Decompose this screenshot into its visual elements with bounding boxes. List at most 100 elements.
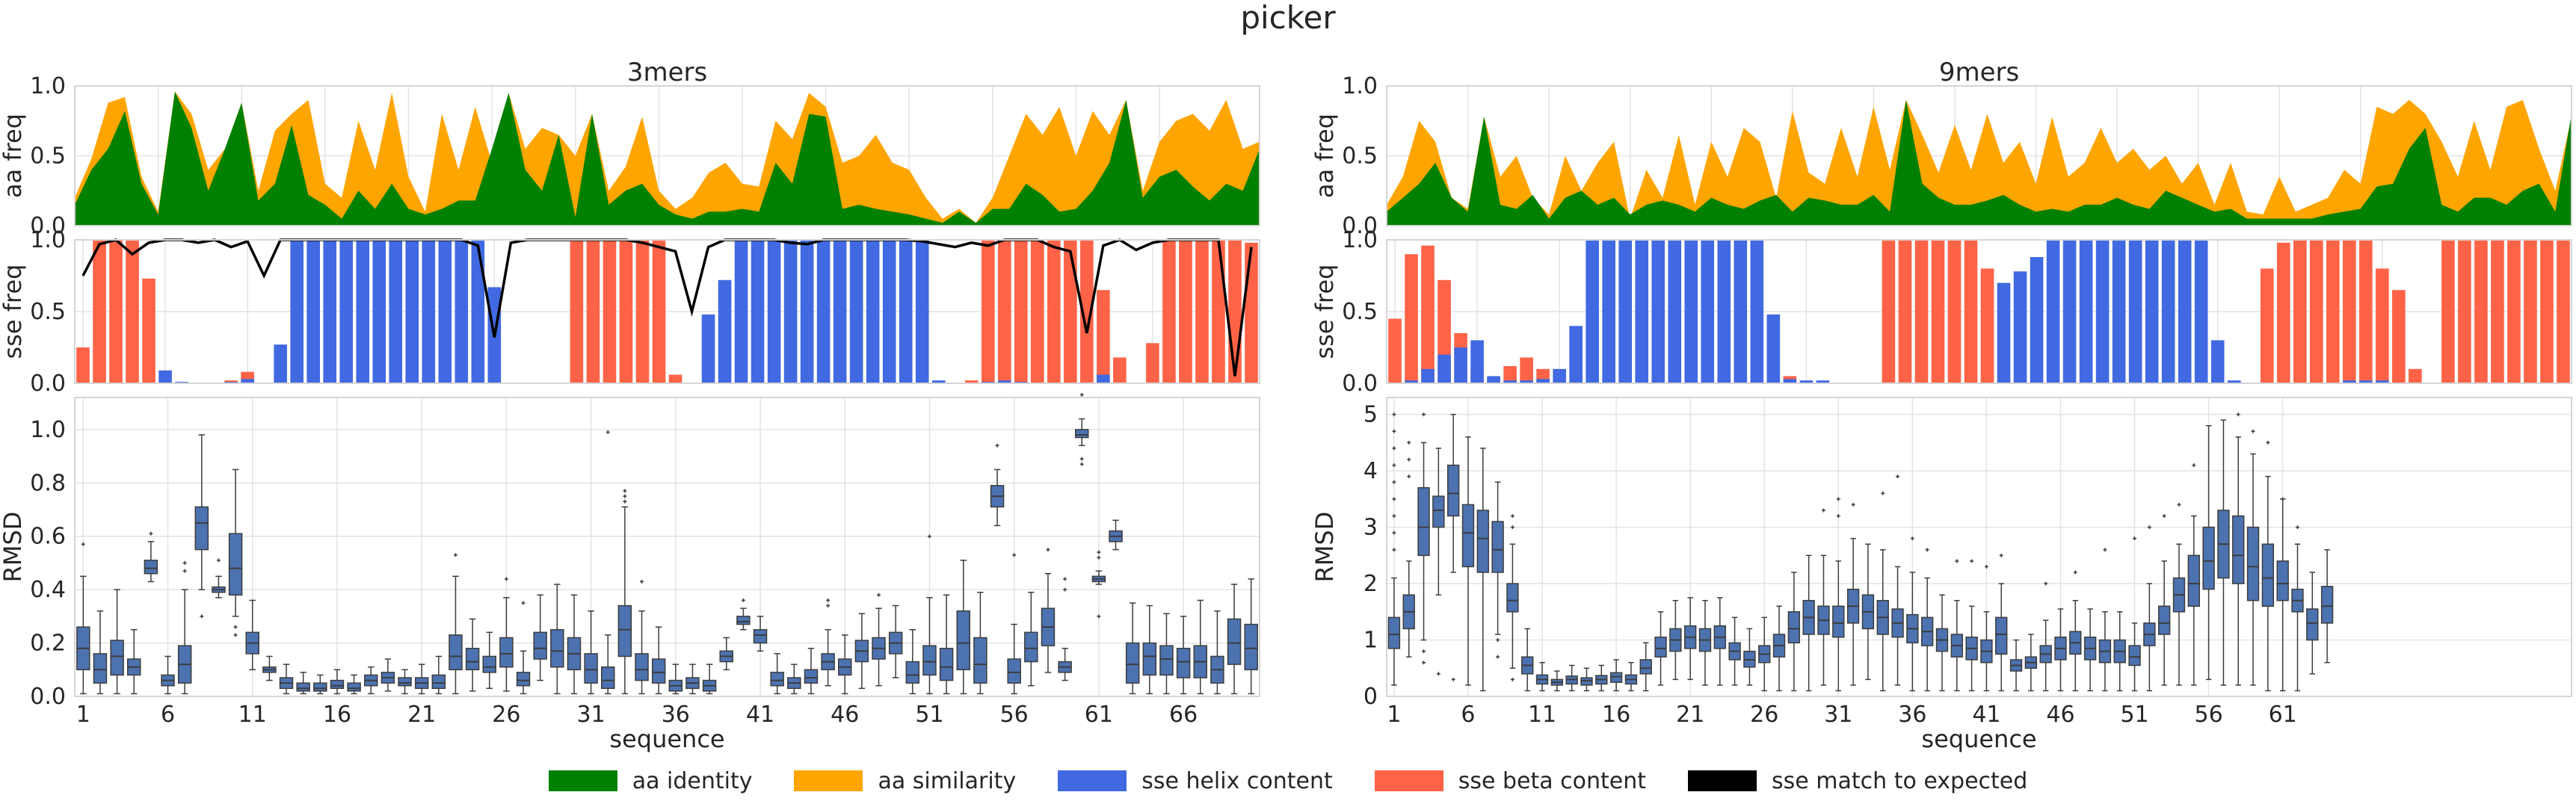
rmsd-box: [1506, 583, 1519, 613]
rmsd-outlier: [149, 531, 153, 536]
legend-label-sse-beta: sse beta content: [1458, 767, 1647, 794]
sse-helix-bar: [2343, 380, 2356, 383]
rmsd-outlier: [2295, 525, 2299, 530]
sse-helix-bar: [2112, 240, 2126, 383]
sse-helix-bar: [1799, 380, 1814, 383]
sse-beta-bar: [2458, 240, 2471, 383]
rmsd-box: [2246, 526, 2260, 601]
sse-helix-bar: [2178, 240, 2192, 383]
aa-similarity-area: [75, 91, 1260, 226]
sse-beta-bar: [2376, 268, 2389, 383]
sse-helix-bar: [2030, 257, 2044, 383]
sse-beta-bar: [1097, 290, 1110, 383]
sse-helix-bar: [899, 240, 913, 383]
sse-beta-bar: [981, 240, 995, 383]
rmsd-ytick-label: 0.8: [30, 470, 66, 496]
rmsd-outlier: [1451, 677, 1455, 681]
rmsd-outlier: [1392, 548, 1396, 552]
sse-beta-bar: [1047, 240, 1061, 383]
rmsd-outlier: [1836, 497, 1840, 501]
figure-title: picker: [1240, 0, 1336, 36]
sse-helix-bar: [1097, 374, 1110, 383]
legend-item-sse-helix: sse helix content: [1058, 768, 1333, 794]
rmsd-ytick-label: 1: [1364, 628, 1378, 654]
sse-helix-bar: [323, 240, 337, 383]
rmsd-xtick-label: 1: [1387, 702, 1401, 728]
sse-beta-bar: [652, 240, 666, 383]
sse-beta-bar: [1898, 240, 1912, 383]
rmsd-box: [2320, 586, 2334, 624]
sse-beta-bar: [1228, 240, 1242, 383]
rmsd-outlier: [1063, 577, 1067, 581]
aa-freq-frame: [1386, 85, 2572, 226]
rmsd-box: [2276, 560, 2289, 601]
rmsd-outlier: [1097, 614, 1101, 619]
rmsd-outlier: [233, 625, 238, 629]
sse-helix-bar: [1766, 314, 1781, 383]
sse-helix-bar: [882, 240, 896, 383]
aa-freq-axes: 0.0 0.5 1.0aa freq: [0, 73, 1260, 239]
sse-helix-bar: [274, 344, 287, 383]
aa-freq-ytick-label: 0.5: [1342, 143, 1378, 170]
rmsd-outlier: [2103, 548, 2107, 552]
rmsd-xtick-label: 21: [407, 702, 436, 728]
sse-helix-bar: [389, 240, 403, 383]
sse-freq-ytick-label: 0.0: [30, 371, 66, 397]
sse-beta-bar: [570, 240, 584, 383]
sse-helix-bar: [1816, 380, 1830, 383]
rmsd-outlier: [1392, 513, 1396, 518]
sse-helix-bar: [767, 240, 781, 383]
rmsd-outlier: [927, 534, 931, 539]
sse-beta-bar: [2343, 240, 2356, 383]
legend: aa identity aa similarity sse helix cont…: [0, 762, 2576, 800]
sse-helix-bar: [2062, 240, 2077, 383]
sse-beta-bar: [1388, 318, 1402, 383]
rmsd-box: [1125, 642, 1140, 684]
sse-helix-bar: [1651, 240, 1666, 383]
rmsd-outlier: [1407, 474, 1411, 479]
rmsd-box: [1461, 504, 1475, 568]
rmsd-ytick-label: 2: [1364, 571, 1378, 597]
rmsd-box: [753, 628, 768, 644]
rmsd-outlier: [1063, 587, 1067, 592]
rmsd-ytick-label: 0.6: [30, 524, 66, 550]
sse-beta-bar: [1146, 343, 1159, 383]
legend-swatch-sse-helix: [1058, 770, 1127, 791]
rmsd-box: [313, 682, 327, 692]
rmsd-box: [1787, 611, 1801, 644]
rmsd-outlier: [623, 499, 627, 504]
sse-helix-bar: [1783, 379, 1797, 383]
sse-helix-bar: [2145, 240, 2159, 383]
sse-helix-bar: [1684, 240, 1698, 383]
rmsd-box: [635, 653, 649, 681]
rmsd-outlier: [1407, 457, 1411, 462]
rmsd-box: [144, 560, 158, 575]
rmsd-xtick-label: 6: [1461, 702, 1475, 728]
rmsd-xtick-label: 16: [323, 702, 351, 728]
rmsd-outlier: [1079, 462, 1084, 466]
sse-beta-bar: [668, 374, 682, 383]
sse-helix-bar: [2194, 240, 2208, 383]
rmsd-ytick-label: 3: [1364, 515, 1378, 541]
rmsd-ytick-label: 4: [1364, 458, 1378, 484]
rmsd-box: [550, 628, 564, 668]
sse-helix-bar: [734, 240, 748, 383]
sse-helix-bar: [1701, 240, 1715, 383]
rmsd-xtick-label: 41: [1972, 702, 2000, 728]
rmsd-outlier: [1392, 531, 1396, 535]
rmsd-outlier: [1881, 491, 1885, 495]
rmsd-box: [1227, 618, 1242, 665]
sse-helix-bar: [1997, 282, 2011, 383]
rmsd-box: [2202, 526, 2215, 590]
rmsd-outlier: [504, 577, 508, 581]
sse-helix-bar: [1750, 240, 1764, 383]
rmsd-box: [651, 658, 666, 684]
sse-helix-bar: [718, 279, 732, 383]
rmsd-xtick-label: 21: [1676, 702, 1704, 728]
rmsd-outlier: [995, 443, 999, 448]
sse-beta-bar: [635, 240, 650, 383]
rmsd-outlier: [2147, 525, 2151, 530]
sse-match-line: [81, 238, 1253, 377]
rmsd-xtick-label: 1: [76, 702, 90, 728]
